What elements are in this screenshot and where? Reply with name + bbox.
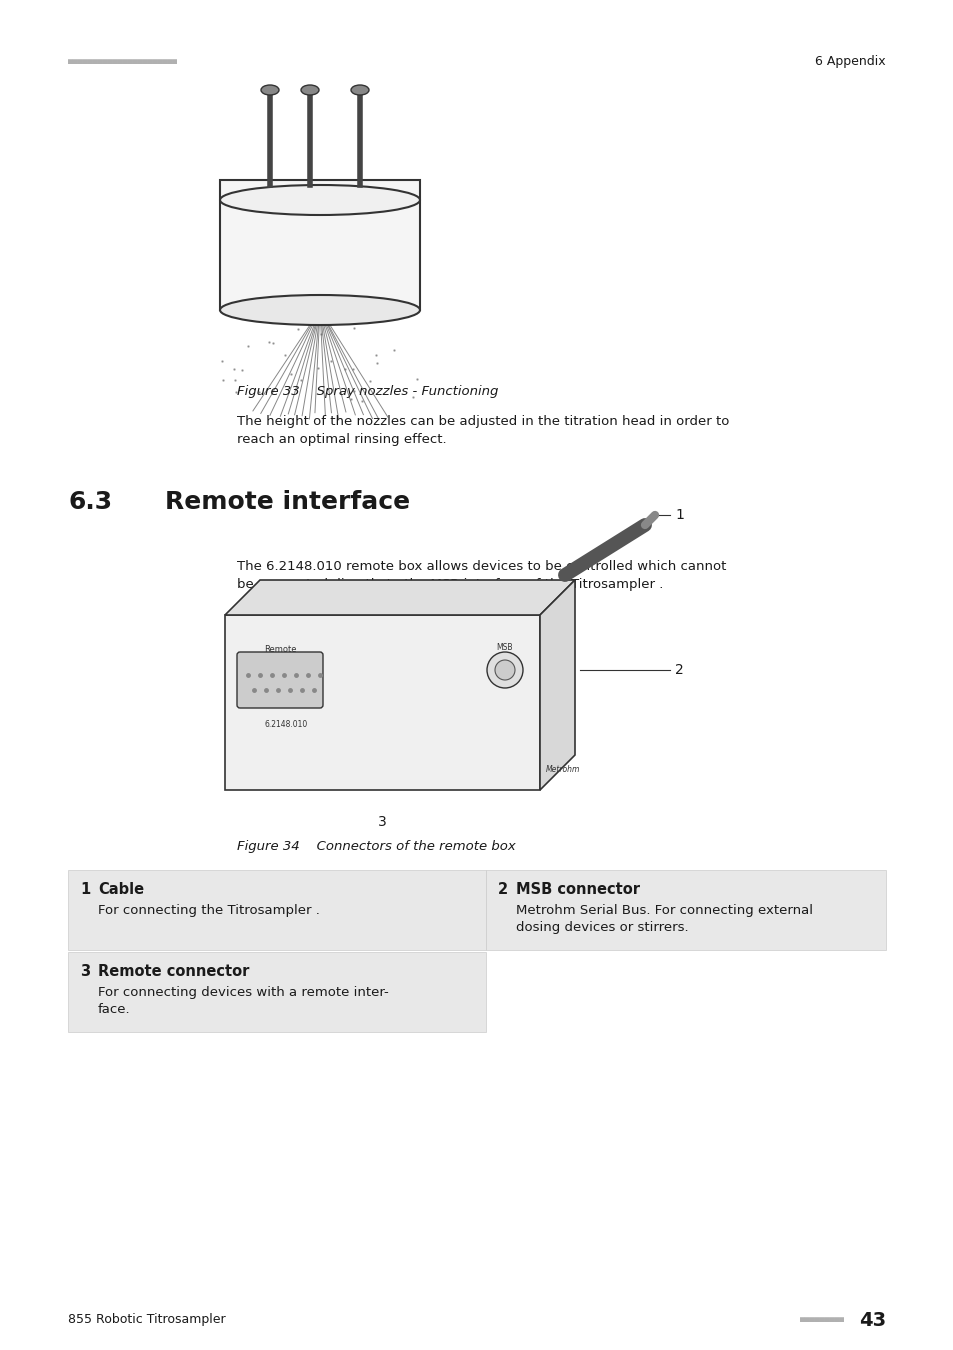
Text: Metrohm: Metrohm [545, 765, 579, 775]
Polygon shape [225, 580, 575, 616]
Polygon shape [539, 580, 575, 790]
Text: 6 Appendix: 6 Appendix [815, 55, 885, 69]
Bar [68, 869, 485, 950]
FancyBboxPatch shape [236, 652, 323, 707]
Text: 1: 1 [80, 882, 91, 896]
Text: Remote connector: Remote connector [98, 964, 249, 979]
Text: The height of the nozzles can be adjusted in the titration head in order to
reac: The height of the nozzles can be adjuste… [236, 414, 729, 446]
Bar [485, 869, 885, 950]
Text: 3: 3 [80, 964, 90, 979]
Ellipse shape [220, 296, 419, 325]
Text: 855 Robotic Titrosampler: 855 Robotic Titrosampler [68, 1314, 226, 1327]
Bar [220, 180, 419, 310]
Ellipse shape [351, 85, 369, 94]
Text: Remote: Remote [263, 645, 296, 653]
Text: 2: 2 [675, 663, 683, 676]
Bar [68, 952, 485, 1031]
Text: 6.3: 6.3 [68, 490, 112, 514]
Text: ■■■■■■■■■■■■■■■■■■■■■■: ■■■■■■■■■■■■■■■■■■■■■■ [68, 58, 178, 66]
Text: 1: 1 [675, 508, 683, 522]
Polygon shape [225, 616, 539, 790]
Text: 3: 3 [377, 815, 387, 829]
Text: MSB: MSB [497, 643, 513, 652]
Text: Metrohm Serial Bus. For connecting external
dosing devices or stirrers.: Metrohm Serial Bus. For connecting exter… [516, 904, 812, 934]
Text: 6.2148.010: 6.2148.010 [265, 720, 308, 729]
Text: Figure 34    Connectors of the remote box: Figure 34 Connectors of the remote box [236, 840, 516, 853]
Text: ■■■■■■■■■: ■■■■■■■■■ [800, 1315, 844, 1324]
Ellipse shape [261, 85, 278, 94]
Text: Figure 33    Spray nozzles - Functioning: Figure 33 Spray nozzles - Functioning [236, 385, 497, 398]
Ellipse shape [301, 85, 318, 94]
Text: The 6.2148.010 remote box allows devices to be controlled which cannot
be connec: The 6.2148.010 remote box allows devices… [236, 560, 725, 591]
Text: MSB connector: MSB connector [516, 882, 639, 896]
Text: For connecting the Titrosampler .: For connecting the Titrosampler . [98, 904, 319, 917]
Text: Remote interface: Remote interface [165, 490, 410, 514]
Text: 43: 43 [858, 1311, 885, 1330]
Ellipse shape [220, 185, 419, 215]
Text: For connecting devices with a remote inter-
face.: For connecting devices with a remote int… [98, 986, 388, 1017]
Circle shape [495, 660, 515, 680]
Text: 2: 2 [497, 882, 508, 896]
Text: Cable: Cable [98, 882, 144, 896]
Circle shape [486, 652, 522, 688]
